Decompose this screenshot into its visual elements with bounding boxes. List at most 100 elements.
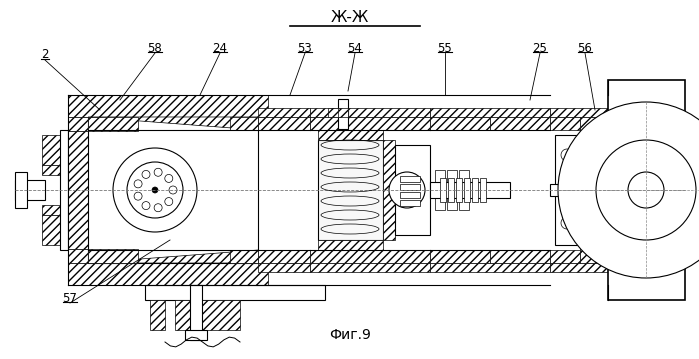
Text: 55: 55 [438,42,452,55]
Text: 57: 57 [63,292,78,304]
Bar [318,130,383,140]
Bar [190,285,202,340]
Bar [464,178,470,202]
Bar [310,108,430,117]
Circle shape [169,186,177,194]
Text: 2: 2 [41,48,49,61]
Bar [175,300,240,330]
Bar [400,200,420,206]
Text: Ж-Ж: Ж-Ж [331,10,369,25]
Bar [550,117,580,130]
Bar [338,108,348,117]
Bar [42,165,60,175]
Bar [60,130,68,250]
Bar [310,263,430,272]
Circle shape [142,171,150,178]
Bar [400,192,420,198]
Bar [550,108,610,117]
Bar [550,184,650,196]
Circle shape [389,172,425,208]
Text: 58: 58 [147,42,162,55]
Bar [430,108,550,117]
Bar [318,140,383,240]
Text: 25: 25 [533,42,547,55]
Circle shape [113,148,197,232]
Circle shape [561,166,573,178]
Bar [42,135,60,165]
Bar [447,170,457,210]
Bar [230,250,258,263]
Bar [68,117,88,131]
Bar [400,176,420,182]
Text: 24: 24 [212,42,227,55]
Circle shape [134,192,142,200]
Circle shape [165,197,173,206]
Bar [68,95,268,117]
Circle shape [127,162,183,218]
Bar [430,250,490,263]
Bar [490,250,550,263]
Circle shape [558,102,699,278]
Bar [580,117,610,263]
Circle shape [154,168,162,176]
Polygon shape [88,117,258,130]
Bar [258,108,310,117]
Circle shape [561,149,573,161]
Bar [555,135,580,245]
Bar [318,240,383,250]
Bar [68,263,268,285]
Bar [430,263,550,272]
Bar [456,178,462,202]
Bar [88,117,258,263]
Bar [400,184,420,190]
Circle shape [561,183,573,195]
Text: 54: 54 [347,42,363,55]
Bar [383,140,395,240]
Bar [480,178,486,202]
Bar [608,80,685,300]
Bar [338,99,348,129]
Circle shape [596,140,696,240]
Bar [490,117,550,130]
Bar [550,250,580,263]
Bar [42,215,60,245]
Bar [42,205,60,215]
Circle shape [561,200,573,212]
Circle shape [154,204,162,212]
Bar [68,249,88,263]
Bar [150,300,165,330]
Circle shape [152,187,158,193]
Text: Фиг.9: Фиг.9 [329,328,371,342]
Bar [15,172,27,208]
Bar [88,249,138,263]
Bar [440,178,446,202]
Bar [430,117,490,130]
Polygon shape [88,250,258,263]
Bar [145,285,325,300]
Bar [328,108,340,117]
Circle shape [134,180,142,188]
Circle shape [561,217,573,229]
Circle shape [165,174,173,182]
Bar [435,170,445,210]
Bar [430,182,510,198]
Circle shape [142,202,150,210]
Bar [448,178,454,202]
Bar [310,117,430,130]
Bar [550,263,610,272]
Bar [258,117,310,130]
Bar [395,145,430,235]
Bar [230,117,258,130]
Bar [88,117,138,131]
Bar [258,250,310,263]
Text: 53: 53 [298,42,312,55]
Bar [459,170,469,210]
Text: 56: 56 [577,42,593,55]
Bar [258,263,310,272]
Bar [472,178,478,202]
Bar [185,330,207,340]
Bar [68,131,88,249]
Bar [15,180,45,200]
Bar [310,250,430,263]
Circle shape [628,172,664,208]
